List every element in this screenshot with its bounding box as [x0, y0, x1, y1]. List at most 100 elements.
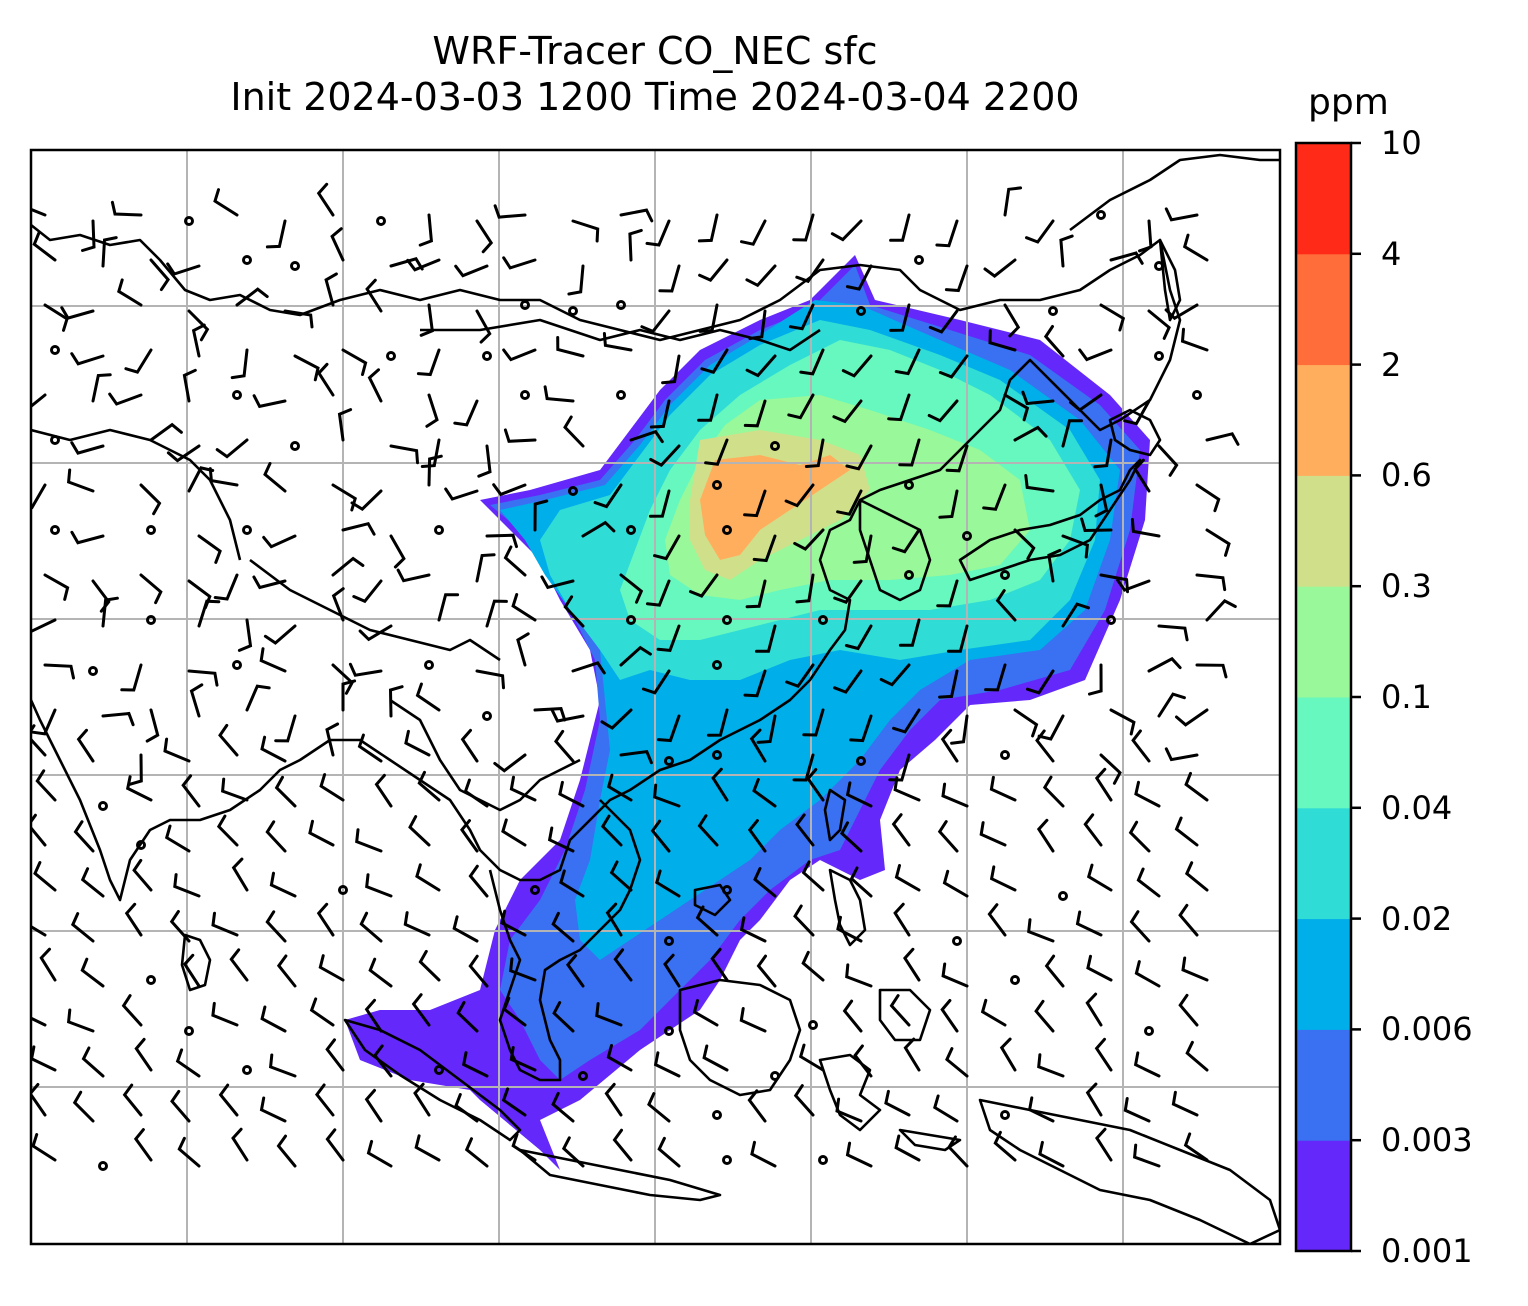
wind-barb — [464, 1137, 489, 1168]
wind-barb — [655, 869, 681, 898]
wind-barb — [411, 993, 431, 1027]
wind-barb — [1109, 708, 1136, 736]
calm-wind-marker — [1010, 975, 1020, 985]
wind-barb — [979, 821, 1007, 847]
wind-barb — [357, 733, 383, 763]
wind-barb — [1013, 425, 1048, 442]
wind-barb — [319, 773, 345, 802]
wind-barb — [485, 533, 518, 549]
wind-barb — [1157, 692, 1186, 718]
calm-wind-marker — [338, 885, 348, 895]
wind-barb — [946, 624, 969, 653]
wind-barb — [798, 1043, 825, 1072]
wind-barb — [197, 534, 222, 564]
new-guinea — [978, 1098, 1280, 1244]
wind-barb — [1157, 624, 1189, 642]
wind-barb — [454, 1093, 479, 1123]
wind-barb — [566, 954, 585, 988]
timor — [898, 1128, 962, 1152]
wind-barb — [60, 306, 95, 320]
wind-barb — [650, 819, 671, 853]
wind-barb — [492, 483, 527, 497]
wind-barb — [938, 354, 969, 379]
wind-barb — [70, 441, 105, 455]
wind-barb — [101, 236, 118, 268]
wind-barb — [187, 466, 215, 493]
calm-wind-marker — [1192, 390, 1202, 400]
wind-barb — [944, 264, 969, 293]
wind-barb — [892, 708, 921, 734]
wind-barb — [1080, 517, 1113, 533]
wind-barb — [749, 728, 767, 763]
wind-barb — [935, 219, 959, 248]
wind-barb — [980, 998, 1007, 1027]
wind-barb — [649, 399, 671, 429]
wind-barb — [31, 924, 47, 937]
wind-barb — [661, 354, 681, 385]
calm-wind-marker — [712, 1110, 722, 1120]
wind-barb — [252, 575, 287, 590]
wind-barb — [700, 348, 729, 374]
wind-barb — [503, 428, 537, 443]
wind-barb — [547, 826, 575, 853]
colorbar-tick-label: 0.006 — [1381, 1010, 1473, 1049]
mainland-coastline — [31, 223, 1182, 902]
wind-barb — [274, 714, 297, 743]
calm-wind-marker — [434, 525, 444, 535]
wind-barb — [647, 1092, 671, 1123]
wind-barb — [231, 1127, 249, 1162]
wind-barb — [31, 1133, 57, 1162]
wind-barb — [1059, 234, 1074, 268]
wind-barb — [1205, 432, 1240, 446]
wind-barb — [70, 912, 95, 943]
wind-barb — [903, 947, 921, 982]
wind-barb — [120, 663, 143, 692]
wind-barb — [600, 814, 623, 847]
wind-barb — [1183, 1132, 1209, 1162]
wind-barb — [891, 528, 921, 554]
wind-barb — [1164, 207, 1199, 222]
wind-barb — [561, 1136, 585, 1168]
wind-barb — [1013, 528, 1036, 560]
wind-barb — [1180, 327, 1209, 352]
wind-barb — [213, 573, 239, 601]
wind-barb — [325, 1038, 345, 1072]
wind-barb — [1038, 1140, 1065, 1168]
calm-wind-marker — [712, 480, 722, 490]
wind-barb — [1086, 954, 1113, 982]
wind-barb — [149, 422, 183, 442]
wind-barb — [937, 820, 959, 853]
wind-barb — [645, 219, 671, 247]
calm-wind-marker — [626, 525, 636, 535]
wind-barb — [133, 1128, 153, 1162]
wind-barb — [501, 818, 527, 847]
wind-barb — [1134, 960, 1161, 988]
wind-barb — [365, 873, 393, 898]
calm-wind-marker — [626, 615, 636, 625]
wind-barb — [511, 593, 537, 622]
wind-barb — [551, 1091, 575, 1123]
wind-barb — [692, 999, 719, 1027]
wind-barb — [187, 309, 210, 342]
hokkaido — [1108, 408, 1162, 457]
colorbar-band — [1296, 586, 1351, 698]
wind-barb — [609, 860, 633, 892]
wind-barb — [1109, 251, 1144, 265]
wind-barb — [91, 373, 112, 403]
wind-barb — [747, 1089, 767, 1123]
wind-barb — [101, 711, 135, 727]
wind-barb — [415, 682, 441, 712]
wind-barb — [613, 948, 633, 982]
wind-barb — [842, 999, 863, 1033]
wind-barb — [31, 483, 47, 510]
wind-barb — [493, 753, 527, 773]
wind-barb — [213, 188, 239, 217]
wind-barb — [658, 264, 681, 293]
wind-barb — [215, 438, 249, 459]
wind-barb — [710, 947, 729, 982]
wind-barb — [73, 820, 95, 853]
wind-barb — [316, 182, 335, 217]
wind-barb — [237, 618, 253, 652]
wind-barb — [43, 573, 70, 601]
wind-barb — [245, 684, 271, 712]
